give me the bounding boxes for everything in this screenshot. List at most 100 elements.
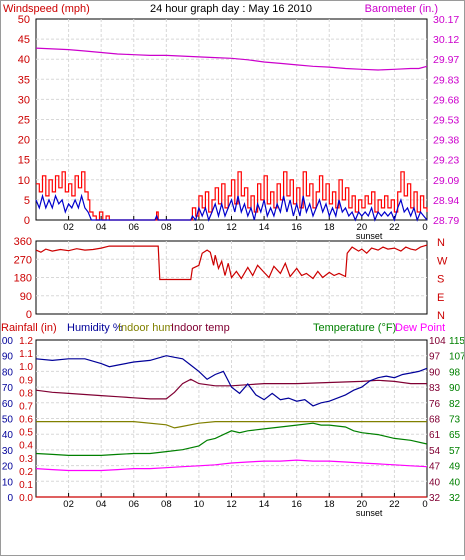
windspeed-tick-label: 5 (24, 195, 30, 207)
temp-x-tick-label: 06 (128, 499, 139, 510)
compass-tick-label: N (437, 237, 445, 249)
indoor-temp-tick-label: 97 (429, 352, 441, 363)
temperature-tick-label: 32 (449, 493, 461, 504)
barometer-tick-label: 29.83 (433, 74, 459, 86)
temp-x-tick-label: 20 (357, 499, 368, 510)
wind-x-tick-label: 18 (324, 222, 335, 233)
windspeed-tick-label: 15 (18, 155, 30, 167)
humidity-tick-label: 80 (2, 367, 14, 378)
direction-tick-label: 90 (20, 291, 32, 303)
windspeed-tick-label: 45 (18, 34, 30, 46)
indoor-temp-tick-label: 54 (429, 446, 441, 457)
temperature-tick-label: 65 (449, 430, 461, 441)
rainfall-tick-label: 1.2 (19, 336, 33, 347)
rainfall-tick-label: 0.2 (19, 467, 33, 478)
barometer-tick-label: 30.12 (433, 34, 459, 46)
temperature-tick-label: 98 (449, 367, 461, 378)
windspeed-tick-label: 40 (18, 54, 30, 66)
indoor-temp-tick-label: 32 (429, 493, 441, 504)
indoor-temp-tick-label: 61 (429, 430, 441, 441)
humidity-tick-label: 70 (2, 383, 14, 394)
temp-x-tick-label: 18 (324, 499, 335, 510)
indoor-hum-legend: Indoor hum (118, 322, 174, 334)
barometer-tick-label: 29.38 (433, 135, 459, 147)
dew-point-legend: Dew Point (395, 322, 445, 334)
indoor-temp-tick-label: 40 (429, 477, 441, 488)
graph-title: 24 hour graph day : May 16 2010 (150, 3, 312, 15)
wind-x-tick-label: 02 (63, 222, 74, 233)
wind-x-tick-label: 08 (161, 222, 172, 233)
temp-x-sunset-label: sunset (356, 508, 383, 518)
humidity-tick-label: 60 (2, 399, 14, 410)
temp-x-tick-label: 04 (96, 499, 107, 510)
barometer-tick-label: 29.97 (433, 54, 459, 66)
temp-x-tick-label: 10 (194, 499, 205, 510)
rainfall-tick-label: 0.7 (19, 401, 33, 412)
wind-x-tick-label: 16 (291, 222, 302, 233)
compass-tick-label: W (437, 255, 448, 267)
temperature-tick-label: 90 (449, 383, 461, 394)
barometer-tick-label: 29.23 (433, 155, 459, 167)
wind-x-tick-label: 20 (357, 222, 368, 233)
humidity-tick-label: 90 (2, 352, 14, 363)
wind-direction-line (35, 244, 428, 281)
rainfall-tick-label: 0.5 (19, 428, 33, 439)
compass-tick-label: N (437, 310, 445, 322)
wind-x-tick-label: 10 (194, 222, 205, 233)
humidity-tick-label: 30 (2, 446, 14, 457)
windspeed-axis-label: Windspeed (mph) (3, 3, 90, 15)
barometer-axis-label: Barometer (in.) (365, 3, 438, 15)
temperature-tick-label: 73 (449, 415, 461, 426)
humidity-legend: Humidity % (67, 322, 123, 334)
humidity-tick-label: 100 (1, 336, 13, 347)
barometer-line (35, 47, 428, 71)
wind-x-tick-label: 12 (226, 222, 237, 233)
temperature-tick-label: 107 (449, 352, 464, 363)
barometer-tick-label: 28.94 (433, 195, 459, 207)
rainfall-tick-label: 0.6 (19, 415, 33, 426)
temp-x-tick-label: 16 (291, 499, 302, 510)
barometer-tick-label: 28.79 (433, 215, 459, 227)
temp-x-tick-label: 12 (226, 499, 237, 510)
indoor-temp-tick-label: 76 (429, 399, 441, 410)
direction-tick-label: 360 (14, 236, 32, 248)
barometer-tick-label: 29.09 (433, 175, 459, 187)
windspeed-tick-label: 10 (18, 175, 30, 187)
temperature-tick-label: 57 (449, 446, 461, 457)
rainfall-tick-label: 0.1 (19, 480, 33, 491)
temperature-line (35, 422, 428, 456)
compass-tick-label: E (437, 292, 444, 304)
rainfall-tick-label: 0.9 (19, 375, 33, 386)
barometer-tick-label: 29.68 (433, 94, 459, 106)
temperature-tick-label: 82 (449, 399, 461, 410)
indoor-temp-tick-label: 68 (429, 415, 441, 426)
wind-x-last-tick-label: 0 (422, 222, 427, 233)
windspeed-tick-label: 25 (18, 115, 30, 127)
dew-point-line (35, 459, 428, 472)
indoor-humidity-line (36, 421, 427, 429)
humidity-tick-label: 40 (2, 430, 14, 441)
barometer-tick-label: 30.17 (433, 14, 459, 26)
wind-x-tick-label: 22 (389, 222, 400, 233)
humidity-tick-label: 0 (7, 493, 13, 504)
humidity-tick-label: 10 (2, 477, 14, 488)
temperature-tick-label: 40 (449, 477, 461, 488)
windspeed-tick-label: 0 (24, 215, 30, 227)
humidity-tick-label: 50 (2, 415, 14, 426)
wind-avg-line (35, 193, 428, 222)
rainfall-tick-label: 0.0 (19, 493, 33, 504)
windspeed-tick-label: 50 (18, 14, 30, 26)
indoor-temp-tick-label: 83 (429, 383, 441, 394)
windspeed-tick-label: 35 (18, 74, 30, 86)
wind-x-tick-label: 06 (128, 222, 139, 233)
rainfall-legend: Rainfall (in) (1, 322, 57, 334)
rainfall-tick-label: 0.3 (19, 454, 33, 465)
direction-tick-label: 270 (14, 254, 32, 266)
compass-tick-label: S (437, 274, 444, 286)
barometer-tick-label: 29.53 (433, 115, 459, 127)
direction-tick-label: 0 (26, 309, 32, 321)
direction-tick-label: 180 (14, 273, 32, 285)
rainfall-tick-label: 0.8 (19, 388, 33, 399)
